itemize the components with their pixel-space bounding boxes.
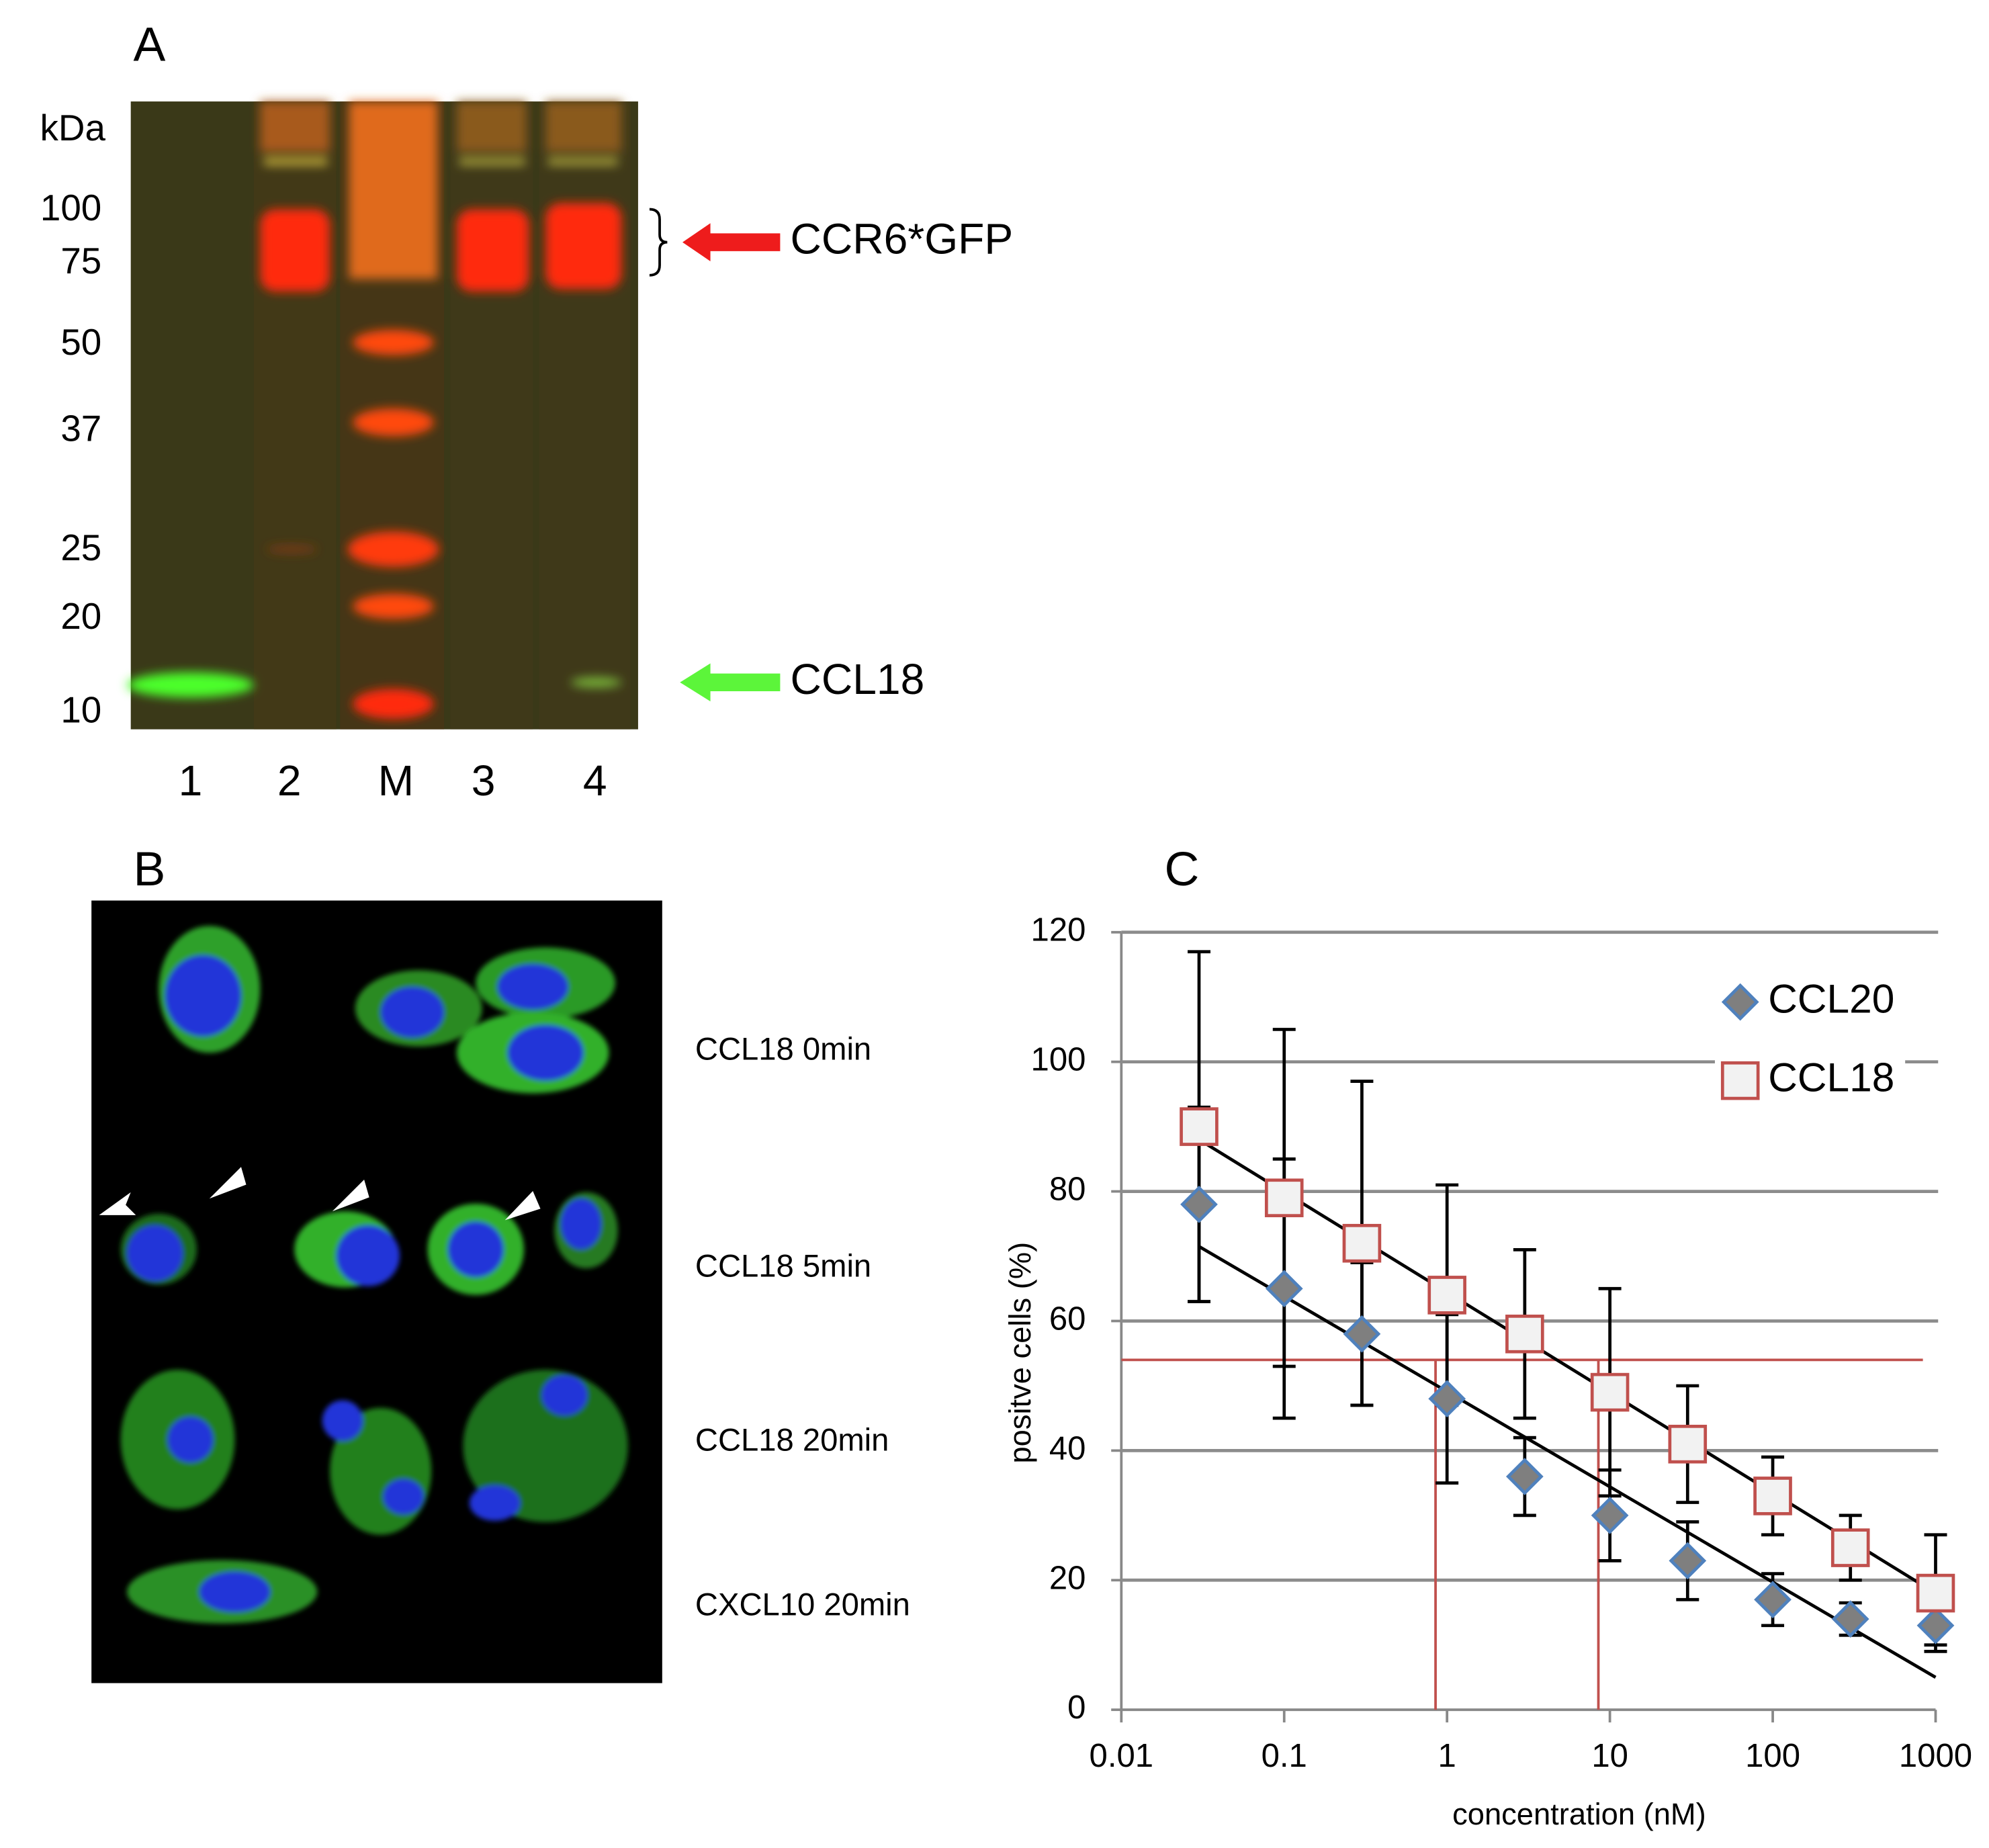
- data-point: [1590, 1372, 1630, 1412]
- lane-label: 1: [179, 756, 203, 805]
- data-point: [1265, 1270, 1303, 1308]
- red-arrow: [682, 223, 781, 261]
- x-tick-label: 0.1: [1262, 1738, 1307, 1774]
- panel-label: C: [1165, 842, 1200, 896]
- y-tick-label: 20: [1049, 1560, 1086, 1596]
- marker-label: 37: [60, 407, 101, 449]
- y-tick-label: 80: [1049, 1172, 1086, 1208]
- y-tick-label: 100: [1031, 1042, 1086, 1078]
- data-point: [1753, 1477, 1792, 1515]
- data-point: [1669, 1542, 1707, 1580]
- y-tick-label: 60: [1049, 1301, 1086, 1337]
- marker-label: 20: [60, 595, 101, 637]
- data-point: [1427, 1276, 1466, 1315]
- row-label: CCL18 5min: [695, 1249, 871, 1284]
- green-arrow: [680, 663, 781, 702]
- data-point: [1343, 1315, 1381, 1353]
- data-point: [1505, 1458, 1544, 1495]
- lane-label: 2: [277, 756, 302, 805]
- x-axis-label: concentration (nM): [1452, 1797, 1706, 1831]
- x-tick-label: 10: [1591, 1738, 1628, 1774]
- y-tick-label: 120: [1031, 912, 1086, 949]
- panel-label: B: [133, 842, 165, 896]
- y-tick-label: 40: [1049, 1430, 1086, 1466]
- brace: [649, 208, 668, 277]
- data-point: [1180, 1185, 1218, 1223]
- legend-marker: [1721, 983, 1759, 1021]
- marker-label: 75: [60, 240, 101, 281]
- unit-label: kDa: [40, 107, 106, 148]
- marker-label: 25: [60, 527, 101, 568]
- data-point: [1264, 1178, 1304, 1218]
- lane-label: M: [378, 756, 414, 805]
- marker-label: 100: [40, 187, 101, 228]
- x-tick-label: 100: [1745, 1738, 1800, 1774]
- row-label: CCL18 20min: [695, 1422, 889, 1458]
- data-point: [1916, 1606, 1955, 1644]
- x-tick-label: 1000: [1899, 1738, 1972, 1774]
- legend-label: CCL20: [1768, 976, 1894, 1022]
- y-axis-label: positve cells (%): [1003, 1242, 1037, 1464]
- x-tick-label: 1: [1438, 1738, 1456, 1774]
- trendline: [1198, 1245, 1937, 1679]
- data-point: [1342, 1223, 1382, 1263]
- row-label: CCL18 0min: [695, 1032, 871, 1067]
- data-point: [1428, 1380, 1466, 1418]
- microscopy-image: [91, 900, 662, 1683]
- x-tick-label: 0.01: [1090, 1738, 1154, 1774]
- marker-label: 10: [60, 689, 101, 731]
- data-point: [1591, 1496, 1629, 1534]
- trendline: [1198, 1138, 1937, 1595]
- data-point: [1668, 1424, 1708, 1464]
- annotation: CCR6*GFP: [791, 215, 1014, 263]
- data-point: [1505, 1314, 1544, 1354]
- row-label: CXCL10 20min: [695, 1587, 910, 1623]
- annotation: CCL18: [791, 655, 925, 703]
- data-point: [1180, 1107, 1219, 1146]
- gel-image: [127, 101, 638, 730]
- legend-label: CCL18: [1768, 1055, 1894, 1100]
- y-tick-label: 0: [1067, 1689, 1086, 1726]
- data-point: [1830, 1528, 1870, 1567]
- panel-label: A: [133, 18, 165, 72]
- legend-marker: [1720, 1061, 1760, 1100]
- data-point: [1916, 1573, 1955, 1613]
- lane-label: 3: [472, 756, 496, 805]
- marker-label: 50: [60, 321, 101, 363]
- lane-label: 4: [583, 756, 607, 805]
- data-point: [1831, 1600, 1869, 1638]
- data-point: [1754, 1581, 1792, 1619]
